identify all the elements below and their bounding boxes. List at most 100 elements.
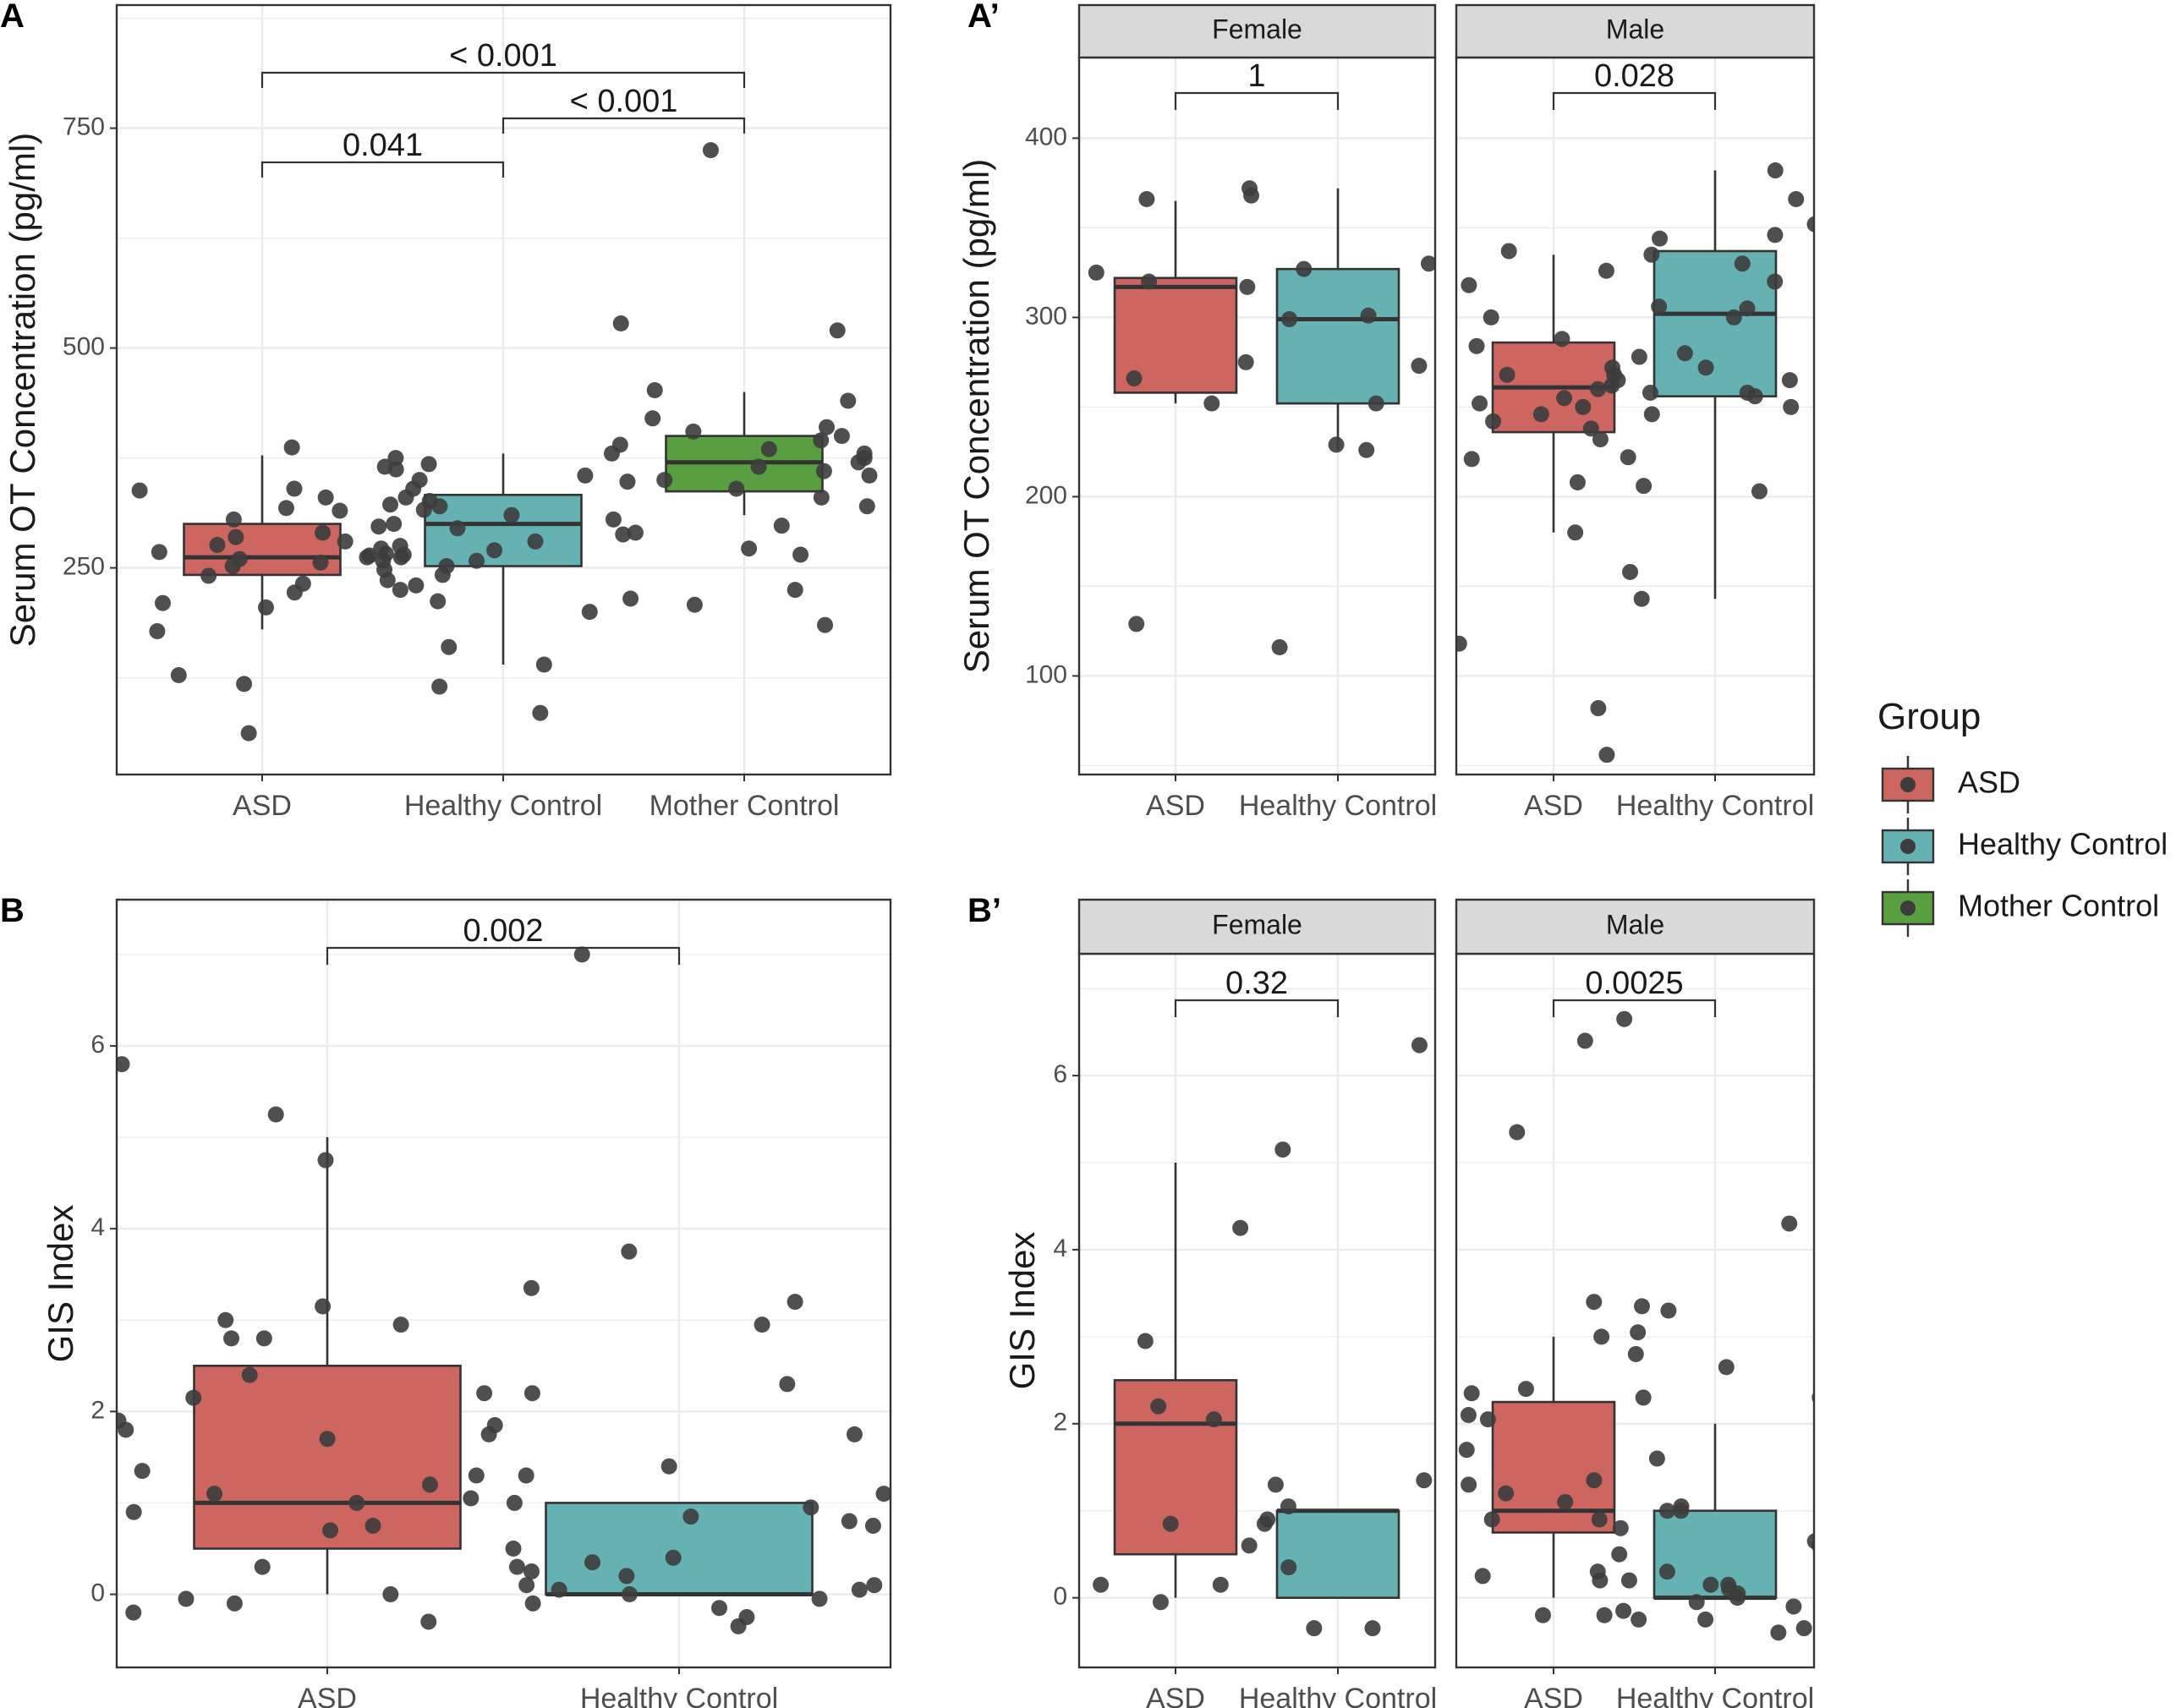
data-point (1411, 1037, 1428, 1054)
data-point (1472, 395, 1488, 412)
data-point (1739, 300, 1756, 317)
x-tick-label: Healthy Control (1616, 790, 1814, 822)
legend-item-label: Healthy Control (1958, 827, 2168, 862)
data-point (258, 599, 275, 616)
data-point (1781, 372, 1798, 389)
data-point (125, 1503, 142, 1520)
y-tick-label: 300 (1025, 302, 1067, 330)
data-point (185, 1389, 202, 1406)
data-point (1280, 1559, 1297, 1576)
data-point (277, 500, 294, 517)
data-point (441, 638, 458, 655)
y-tick-label: 100 (1025, 660, 1067, 688)
x-tick-label: Healthy Control (580, 1683, 778, 1708)
data-point (1567, 524, 1584, 541)
data-point (833, 428, 850, 445)
x-tick-label: ASD (298, 1683, 357, 1708)
data-point (1232, 1219, 1249, 1236)
data-point (69, 1408, 85, 1424)
data-point (319, 1431, 336, 1448)
facet-strip (1455, 898, 1816, 955)
y-axis-title: GIS Index (1002, 1232, 1042, 1390)
data-point (841, 1513, 858, 1530)
panel-plot-area (69, 946, 940, 1634)
data-point (1591, 1511, 1608, 1528)
data-point (149, 622, 166, 639)
data-point (904, 1207, 920, 1223)
data-point (924, 1531, 940, 1547)
data-point (1509, 1124, 1526, 1141)
data-point (787, 1294, 803, 1311)
data-point (1620, 1572, 1637, 1589)
data-point (1795, 1620, 1812, 1637)
data-point (312, 554, 329, 571)
data-point (370, 518, 387, 535)
data-point (1205, 1411, 1222, 1428)
data-point (1586, 1294, 1603, 1311)
data-point (134, 1463, 151, 1480)
data-point (225, 511, 242, 528)
data-point (577, 467, 594, 484)
data-point (1582, 420, 1599, 437)
data-point (523, 1563, 540, 1579)
data-point (387, 461, 404, 478)
data-point (1720, 1576, 1737, 1593)
data-point (896, 1605, 912, 1621)
data-point (1642, 384, 1658, 401)
data-point (227, 528, 244, 545)
legend-title: Group (1877, 696, 1981, 737)
y-tick-label: 0 (90, 1579, 105, 1607)
y-tick-label: 2 (1053, 1409, 1067, 1437)
data-point (1460, 1407, 1477, 1424)
data-point (151, 544, 167, 561)
data-point (1767, 273, 1784, 290)
panel-label: B (0, 892, 25, 929)
data-point (463, 1490, 480, 1507)
data-point (1590, 380, 1607, 397)
data-point (1643, 246, 1660, 263)
data-point (1586, 1472, 1603, 1489)
data-point (392, 582, 408, 599)
data-point (476, 1385, 493, 1402)
legend-key-point (1900, 901, 1916, 916)
data-point (573, 946, 590, 963)
data-point (1817, 1481, 1833, 1497)
data-point (241, 1366, 258, 1383)
data-point (584, 1554, 601, 1571)
data-point (254, 1558, 271, 1575)
y-tick-label: 750 (63, 113, 105, 141)
data-point (1137, 1333, 1154, 1349)
data-point (1532, 406, 1549, 423)
panel-label: A’ (967, 0, 1000, 35)
data-point (1596, 1607, 1613, 1623)
data-point (315, 1298, 332, 1315)
data-point (178, 1590, 195, 1607)
data-point (1328, 436, 1345, 453)
data-point (1818, 381, 1834, 397)
data-point (815, 463, 832, 479)
data-point (1598, 747, 1615, 764)
data-point (627, 524, 644, 541)
data-point (468, 552, 485, 569)
data-point (656, 472, 673, 489)
data-point (750, 458, 767, 475)
data-point (1267, 1476, 1284, 1493)
data-point (685, 423, 702, 440)
data-point (621, 1586, 638, 1603)
data-point (518, 1467, 534, 1484)
data-point (1806, 216, 1814, 233)
data-point (1463, 1385, 1480, 1402)
panel-plot-area (1458, 1010, 1833, 1641)
data-point (1241, 180, 1258, 197)
data-point (866, 1577, 883, 1594)
x-tick-label: ASD (1524, 1683, 1583, 1708)
y-tick-label: 2 (90, 1396, 105, 1424)
data-point (420, 1613, 437, 1630)
data-point (209, 537, 226, 554)
data-point (618, 1568, 635, 1585)
data-point (619, 474, 636, 490)
p-value-label: < 0.001 (449, 38, 557, 74)
data-point (1615, 1602, 1632, 1619)
data-point (117, 1056, 130, 1073)
y-tick-label: 0 (1053, 1583, 1067, 1611)
